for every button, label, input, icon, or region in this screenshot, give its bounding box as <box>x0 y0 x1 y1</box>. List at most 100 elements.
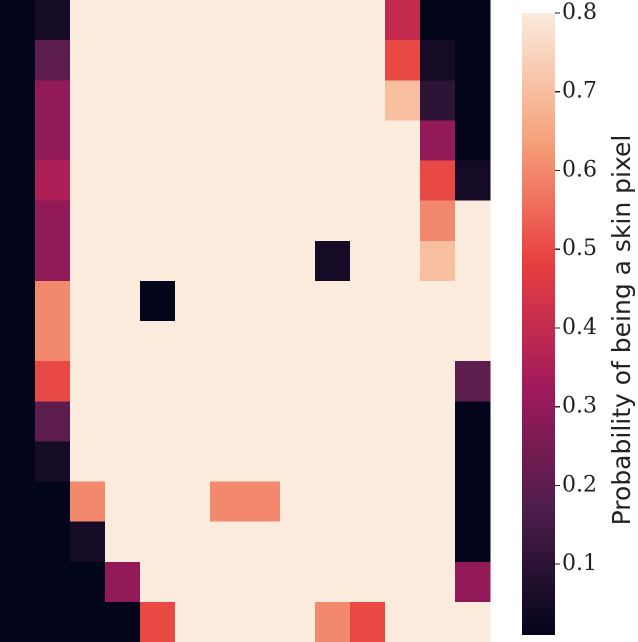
heatmap-cell <box>105 120 141 161</box>
heatmap-cell <box>315 160 351 202</box>
heatmap-cell <box>175 80 211 121</box>
heatmap-cell <box>350 120 386 161</box>
heatmap-cell <box>105 200 141 242</box>
heatmap-cell <box>140 200 176 242</box>
heatmap-cell <box>245 441 281 482</box>
heatmap-cell <box>455 441 491 482</box>
heatmap-cell <box>35 120 71 161</box>
heatmap-cell <box>350 561 386 603</box>
heatmap-cell <box>455 321 491 362</box>
heatmap-cell <box>350 40 386 81</box>
heatmap-cell <box>455 280 491 322</box>
heatmap-cell <box>210 200 246 242</box>
heatmap-cell <box>70 160 106 202</box>
heatmap-cell <box>0 481 36 523</box>
heatmap-cell <box>455 160 491 202</box>
heatmap-cell <box>385 120 421 161</box>
heatmap-cell <box>0 601 36 642</box>
heatmap-cell <box>0 280 36 322</box>
heatmap-cell <box>315 481 351 523</box>
heatmap-cell <box>140 601 176 642</box>
heatmap-cell <box>280 401 316 442</box>
heatmap-cell <box>420 521 456 563</box>
heatmap-cell <box>70 561 106 603</box>
heatmap-cell <box>0 521 36 563</box>
heatmap-cell <box>175 200 211 242</box>
heatmap-cell <box>70 280 106 322</box>
heatmap-cell <box>420 160 456 202</box>
heatmap-cell <box>35 0 71 41</box>
heatmap-cell <box>315 200 351 242</box>
heatmap-cell <box>0 0 36 41</box>
heatmap-cell <box>315 280 351 322</box>
heatmap-cell <box>280 240 316 282</box>
colorbar-label: Probability of being a skin pixel <box>607 135 636 526</box>
heatmap-cell <box>420 40 456 81</box>
heatmap-cell <box>315 120 351 161</box>
heatmap-cell <box>175 280 211 322</box>
heatmap <box>0 0 491 642</box>
heatmap-cell <box>0 160 36 202</box>
colorbar-tick-label: 0.3 <box>562 394 597 419</box>
heatmap-cell <box>140 521 176 563</box>
heatmap-cell <box>0 441 36 482</box>
heatmap-cell <box>350 321 386 362</box>
heatmap-cell <box>70 0 106 41</box>
heatmap-cell <box>210 361 246 402</box>
heatmap-cell <box>385 361 421 402</box>
heatmap-cell <box>140 481 176 523</box>
heatmap-cell <box>280 561 316 603</box>
heatmap-cell <box>420 601 456 642</box>
heatmap-cell <box>280 521 316 563</box>
heatmap-cell <box>105 280 141 322</box>
heatmap-cell <box>70 40 106 81</box>
heatmap-cell <box>105 240 141 282</box>
heatmap-cell <box>420 481 456 523</box>
heatmap-cell <box>245 80 281 121</box>
heatmap-cell <box>175 601 211 642</box>
heatmap-cell <box>350 441 386 482</box>
heatmap-cell <box>455 361 491 402</box>
heatmap-cell <box>210 40 246 81</box>
colorbar-tick-label: 0.2 <box>562 472 597 497</box>
heatmap-cell <box>105 361 141 402</box>
heatmap-cell <box>385 521 421 563</box>
heatmap-cell <box>455 481 491 523</box>
colorbar-tick-label: 0.5 <box>562 236 597 261</box>
heatmap-cell <box>420 0 456 41</box>
heatmap-cell <box>350 481 386 523</box>
heatmap-cell <box>385 240 421 282</box>
heatmap-cell <box>280 200 316 242</box>
heatmap-cell <box>245 401 281 442</box>
heatmap-cell <box>140 160 176 202</box>
heatmap-cell <box>175 240 211 282</box>
heatmap-cell <box>420 561 456 603</box>
heatmap-cell <box>70 240 106 282</box>
heatmap-cell <box>140 80 176 121</box>
heatmap-cell <box>420 280 456 322</box>
heatmap-cell <box>350 160 386 202</box>
heatmap-cell <box>70 401 106 442</box>
heatmap-cell <box>385 200 421 242</box>
heatmap-cell <box>385 401 421 442</box>
heatmap-cell <box>35 160 71 202</box>
heatmap-cell <box>315 521 351 563</box>
heatmap-cell <box>210 441 246 482</box>
heatmap-cell <box>245 240 281 282</box>
heatmap-cell <box>455 80 491 121</box>
heatmap-cell <box>35 441 71 482</box>
heatmap-cell <box>385 601 421 642</box>
colorbar-tick-label: 0.4 <box>562 315 597 340</box>
heatmap-cell <box>210 401 246 442</box>
heatmap-cell <box>455 120 491 161</box>
heatmap-cell <box>210 601 246 642</box>
heatmap-cell <box>0 80 36 121</box>
heatmap-cell <box>280 481 316 523</box>
heatmap-cell <box>210 561 246 603</box>
heatmap-cell <box>140 280 176 322</box>
heatmap-cell <box>420 200 456 242</box>
colorbar-tick-label: 0.7 <box>562 79 597 104</box>
heatmap-cell <box>35 280 71 322</box>
heatmap-cell <box>455 401 491 442</box>
heatmap-cell <box>175 481 211 523</box>
